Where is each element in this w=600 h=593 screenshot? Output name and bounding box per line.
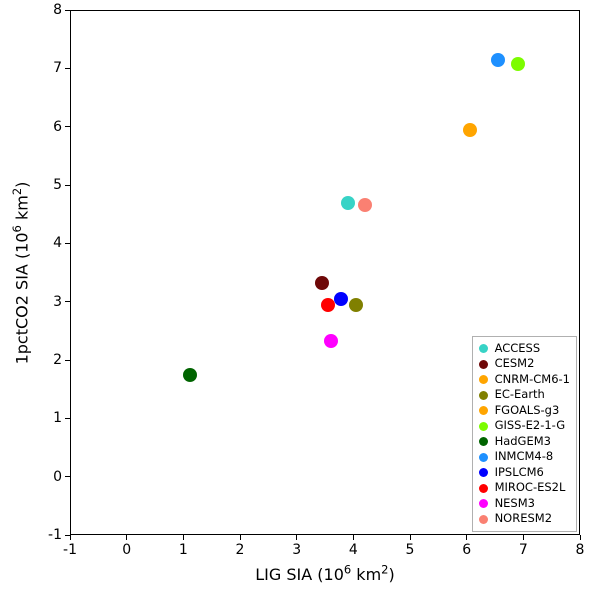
x-tick-label: 0	[122, 542, 131, 558]
legend-item: FGOALS-g3	[479, 403, 570, 419]
scatter-point	[463, 123, 477, 137]
x-tick	[523, 535, 524, 540]
x-tick-label: 2	[236, 542, 245, 558]
y-tick	[65, 243, 70, 244]
y-tick-label: 2	[53, 352, 62, 368]
y-tick-label: 0	[53, 469, 62, 485]
scatter-chart: ACCESSCESM2CNRM-CM6-1EC-EarthFGOALS-g3GI…	[0, 0, 600, 593]
legend: ACCESSCESM2CNRM-CM6-1EC-EarthFGOALS-g3GI…	[472, 336, 577, 532]
y-tick	[65, 185, 70, 186]
legend-label: MIROC-ES2L	[495, 480, 566, 496]
scatter-point	[341, 196, 355, 210]
y-tick	[65, 68, 70, 69]
legend-swatch	[479, 360, 488, 369]
y-tick	[65, 126, 70, 127]
legend-swatch	[479, 422, 488, 431]
legend-swatch	[479, 484, 488, 493]
scatter-point	[334, 292, 348, 306]
legend-item: CESM2	[479, 356, 570, 372]
scatter-point	[321, 298, 335, 312]
x-tick-label: -1	[63, 542, 77, 558]
y-tick-label: -1	[48, 527, 62, 543]
scatter-point	[491, 53, 505, 67]
x-axis-label: LIG SIA (106 km2)	[255, 565, 394, 584]
legend-label: INMCM4-8	[495, 449, 554, 465]
x-tick-label: 1	[179, 542, 188, 558]
x-tick-label: 5	[406, 542, 415, 558]
legend-item: HadGEM3	[479, 434, 570, 450]
legend-swatch	[479, 437, 488, 446]
y-tick-label: 3	[53, 294, 62, 310]
y-tick-label: 6	[53, 119, 62, 135]
x-tick	[240, 535, 241, 540]
legend-swatch	[479, 406, 488, 415]
x-tick	[296, 535, 297, 540]
legend-item: GISS-E2-1-G	[479, 418, 570, 434]
y-tick	[65, 476, 70, 477]
legend-label: GISS-E2-1-G	[495, 418, 566, 434]
x-tick-label: 3	[292, 542, 301, 558]
legend-item: EC-Earth	[479, 387, 570, 403]
legend-label: IPSLCM6	[495, 465, 544, 481]
legend-label: NORESM2	[495, 511, 552, 527]
legend-item: INMCM4-8	[479, 449, 570, 465]
x-tick-label: 6	[462, 542, 471, 558]
legend-label: NESM3	[495, 496, 535, 512]
legend-swatch	[479, 515, 488, 524]
x-tick-label: 8	[576, 542, 585, 558]
legend-label: CNRM-CM6-1	[495, 372, 570, 388]
legend-label: CESM2	[495, 356, 535, 372]
legend-label: ACCESS	[495, 341, 541, 357]
legend-label: HadGEM3	[495, 434, 551, 450]
y-tick-label: 4	[53, 235, 62, 251]
legend-item: CNRM-CM6-1	[479, 372, 570, 388]
legend-label: FGOALS-g3	[495, 403, 560, 419]
x-tick-label: 7	[519, 542, 528, 558]
y-tick	[65, 360, 70, 361]
x-tick	[353, 535, 354, 540]
legend-swatch	[479, 391, 488, 400]
y-tick	[65, 418, 70, 419]
x-tick	[410, 535, 411, 540]
legend-item: NORESM2	[479, 511, 570, 527]
scatter-point	[349, 298, 363, 312]
y-tick	[65, 10, 70, 11]
y-tick-label: 1	[53, 410, 62, 426]
legend-swatch	[479, 453, 488, 462]
x-tick-label: 4	[349, 542, 358, 558]
x-tick	[466, 535, 467, 540]
y-axis-label: 1pctCO2 SIA (106 km2)	[13, 181, 32, 364]
x-tick	[70, 535, 71, 540]
y-tick-label: 7	[53, 60, 62, 76]
y-tick	[65, 301, 70, 302]
x-tick	[126, 535, 127, 540]
y-tick-label: 8	[53, 2, 62, 18]
legend-label: EC-Earth	[495, 387, 545, 403]
y-tick-label: 5	[53, 177, 62, 193]
scatter-point	[358, 198, 372, 212]
y-tick	[65, 535, 70, 536]
scatter-point	[183, 368, 197, 382]
scatter-point	[315, 276, 329, 290]
legend-item: ACCESS	[479, 341, 570, 357]
legend-swatch	[479, 344, 488, 353]
x-tick	[580, 535, 581, 540]
legend-item: NESM3	[479, 496, 570, 512]
scatter-point	[511, 57, 525, 71]
legend-item: MIROC-ES2L	[479, 480, 570, 496]
legend-item: IPSLCM6	[479, 465, 570, 481]
scatter-point	[324, 334, 338, 348]
x-tick	[183, 535, 184, 540]
legend-swatch	[479, 375, 488, 384]
legend-swatch	[479, 499, 488, 508]
legend-swatch	[479, 468, 488, 477]
